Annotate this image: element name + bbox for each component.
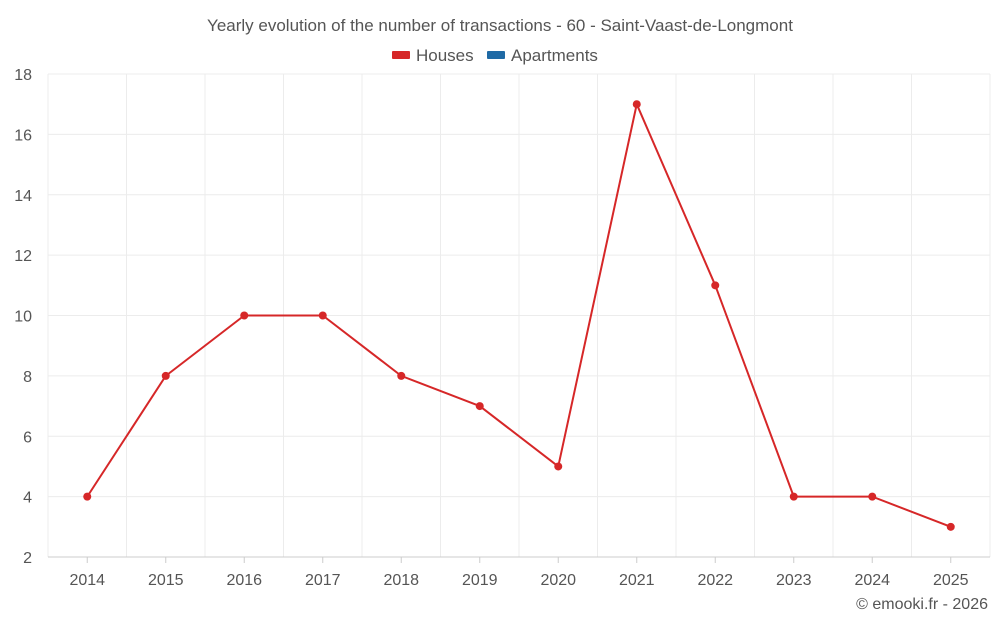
x-tick-label: 2017	[305, 572, 341, 589]
data-point-houses[interactable]	[632, 100, 641, 109]
y-tick-label: 14	[14, 188, 32, 205]
legend-swatch-houses	[392, 51, 410, 59]
x-tick-label: 2023	[776, 572, 812, 589]
x-tick-label: 2015	[148, 572, 184, 589]
data-point-houses[interactable]	[318, 311, 327, 320]
y-tick-label: 4	[23, 490, 32, 507]
axes: 2 4 6 8 10 12 14 16 18 2014 2015 2016 2017 2018 2019 20…	[14, 67, 990, 589]
data-point-houses[interactable]	[83, 492, 92, 501]
grid	[47, 73, 991, 557]
plot-area	[83, 100, 955, 531]
x-tick-label: 2020	[540, 572, 576, 589]
y-tick-label: 16	[14, 127, 32, 144]
legend-label-houses: Houses	[416, 46, 474, 65]
x-tick-label: 2021	[619, 572, 655, 589]
x-tick-label: 2018	[383, 572, 419, 589]
legend-swatch-apartments	[487, 51, 505, 59]
y-tick-label: 8	[23, 369, 32, 386]
data-point-houses[interactable]	[554, 462, 563, 471]
legend-item-houses[interactable]: Houses	[392, 46, 474, 65]
data-point-houses[interactable]	[161, 371, 170, 380]
data-point-houses[interactable]	[711, 281, 720, 290]
x-tick-label: 2022	[697, 572, 733, 589]
y-tick-label: 6	[23, 429, 32, 446]
data-point-houses[interactable]	[240, 311, 249, 320]
x-tick-label: 2019	[462, 572, 498, 589]
credit-text: © emooki.fr - 2026	[856, 596, 988, 613]
data-point-houses[interactable]	[789, 492, 798, 501]
x-tick-label: 2024	[854, 572, 890, 589]
data-point-houses[interactable]	[475, 402, 484, 411]
x-tick-label: 2016	[226, 572, 262, 589]
data-point-houses[interactable]	[946, 522, 955, 531]
x-tick-label: 2025	[933, 572, 969, 589]
y-tick-label: 10	[14, 309, 32, 326]
legend-label-apartments: Apartments	[511, 46, 598, 65]
chart-title: Yearly evolution of the number of transa…	[207, 16, 793, 35]
series-line-houses	[86, 103, 952, 528]
data-point-houses[interactable]	[397, 371, 406, 380]
x-tick-label: 2014	[69, 572, 105, 589]
y-tick-label: 2	[23, 550, 32, 567]
data-point-houses[interactable]	[868, 492, 877, 501]
y-tick-label: 12	[14, 248, 32, 265]
legend: Houses Apartments	[392, 46, 598, 65]
legend-item-apartments[interactable]: Apartments	[487, 46, 598, 65]
y-tick-label: 18	[14, 67, 32, 84]
